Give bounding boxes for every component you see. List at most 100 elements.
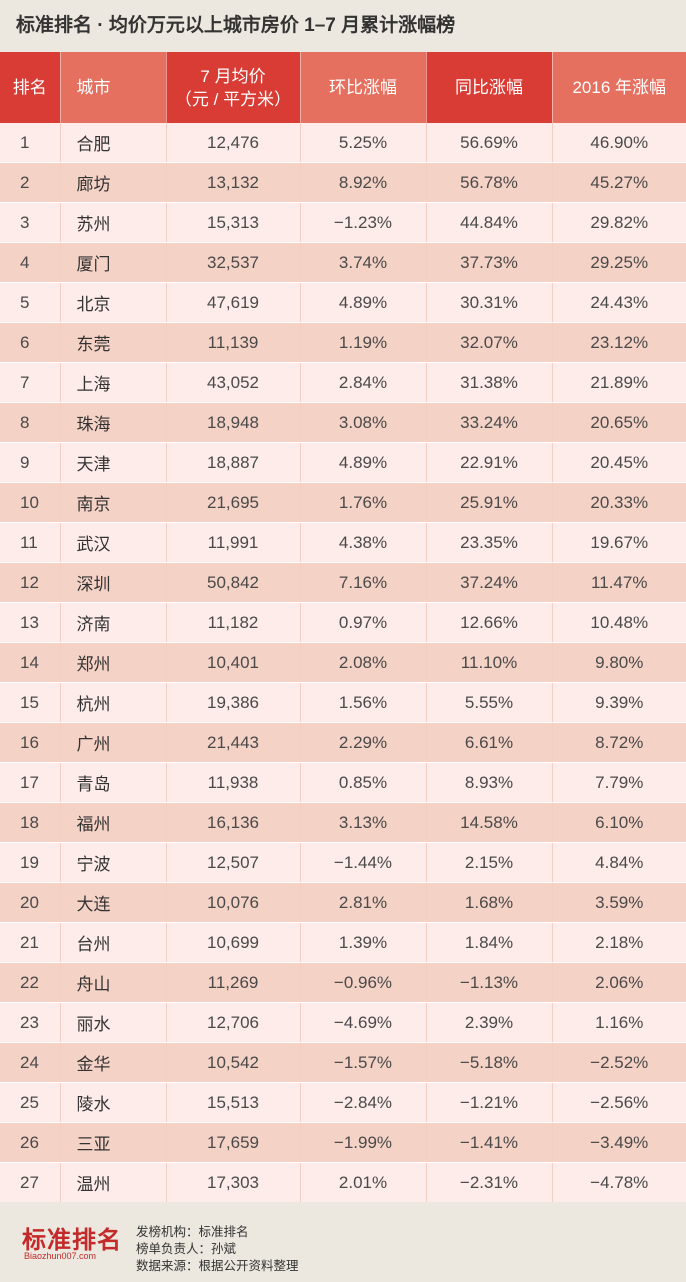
cell-yoy: 11.10%: [426, 642, 553, 683]
cell-price: 32,537: [166, 242, 301, 283]
cell-yoy: 6.61%: [426, 722, 553, 763]
cell-city: 宁波: [60, 842, 167, 883]
footer-editor: 榜单负责人：孙斌: [136, 1241, 237, 1256]
cell-price: 18,948: [166, 402, 301, 443]
cell-city: 厦门: [60, 242, 167, 283]
table-row: 23 丽水 12,706 −4.69% 2.39% 1.16%: [0, 1002, 686, 1043]
table-row: 24 金华 10,542 −1.57% −5.18% −2.52%: [0, 1042, 686, 1083]
footer-source: 数据来源：根据公开资料整理: [136, 1258, 299, 1273]
table-row: 18 福州 16,136 3.13% 14.58% 6.10%: [0, 802, 686, 843]
cell-ytd: 20.33%: [552, 482, 686, 523]
cell-price: 21,695: [166, 482, 301, 523]
cell-yoy: 14.58%: [426, 802, 553, 843]
table-row: 19 宁波 12,507 −1.44% 2.15% 4.84%: [0, 842, 686, 883]
cell-yoy: 37.73%: [426, 242, 553, 283]
logo-url: Biaozhun007.com: [24, 1251, 97, 1261]
cell-rank: 10: [0, 482, 61, 523]
header-rank: 排名: [0, 52, 61, 123]
cell-mom: 7.16%: [300, 562, 427, 603]
table-row: 7 上海 43,052 2.84% 31.38% 21.89%: [0, 362, 686, 403]
table-row: 16 广州 21,443 2.29% 6.61% 8.72%: [0, 722, 686, 763]
cell-price: 16,136: [166, 802, 301, 843]
cell-rank: 9: [0, 442, 61, 483]
table-row: 13 济南 11,182 0.97% 12.66% 10.48%: [0, 602, 686, 643]
cell-rank: 4: [0, 242, 61, 283]
logo: 标准排名 Biaozhun007.com: [22, 1220, 122, 1270]
cell-rank: 25: [0, 1082, 61, 1123]
cell-price: 10,401: [166, 642, 301, 683]
cell-price: 11,991: [166, 522, 301, 563]
cell-ytd: 23.12%: [552, 322, 686, 363]
cell-rank: 12: [0, 562, 61, 603]
cell-city: 廊坊: [60, 162, 167, 203]
cell-rank: 22: [0, 962, 61, 1003]
cell-city: 舟山: [60, 962, 167, 1003]
cell-rank: 8: [0, 402, 61, 443]
cell-city: 苏州: [60, 202, 167, 243]
table-row: 25 陵水 15,513 −2.84% −1.21% −2.56%: [0, 1082, 686, 1123]
cell-price: 43,052: [166, 362, 301, 403]
cell-mom: −4.69%: [300, 1002, 427, 1043]
cell-mom: 2.01%: [300, 1162, 427, 1203]
cell-city: 合肥: [60, 123, 167, 163]
cell-rank: 3: [0, 202, 61, 243]
cell-price: 10,699: [166, 922, 301, 963]
cell-yoy: 22.91%: [426, 442, 553, 483]
cell-mom: 1.39%: [300, 922, 427, 963]
cell-mom: 2.08%: [300, 642, 427, 683]
cell-rank: 16: [0, 722, 61, 763]
cell-mom: −1.99%: [300, 1122, 427, 1163]
cell-mom: 1.76%: [300, 482, 427, 523]
cell-mom: 0.97%: [300, 602, 427, 643]
cell-price: 18,887: [166, 442, 301, 483]
cell-rank: 23: [0, 1002, 61, 1043]
cell-yoy: 30.31%: [426, 282, 553, 323]
cell-yoy: 44.84%: [426, 202, 553, 243]
table-row: 6 东莞 11,139 1.19% 32.07% 23.12%: [0, 322, 686, 363]
header-price-label: 7 月均价: [200, 66, 266, 86]
header-ytd: 2016 年涨幅: [552, 52, 686, 123]
cell-ytd: 2.06%: [552, 962, 686, 1003]
cell-mom: 4.89%: [300, 442, 427, 483]
cell-ytd: 7.79%: [552, 762, 686, 803]
cell-ytd: −2.56%: [552, 1082, 686, 1123]
cell-city: 青岛: [60, 762, 167, 803]
table-row: 11 武汉 11,991 4.38% 23.35% 19.67%: [0, 522, 686, 563]
cell-yoy: 23.35%: [426, 522, 553, 563]
cell-ytd: 9.80%: [552, 642, 686, 683]
cell-city: 金华: [60, 1042, 167, 1083]
cell-yoy: 2.39%: [426, 1002, 553, 1043]
cell-mom: −0.96%: [300, 962, 427, 1003]
cell-yoy: −5.18%: [426, 1042, 553, 1083]
table-row: 27 温州 17,303 2.01% −2.31% −4.78%: [0, 1162, 686, 1203]
cell-price: 10,076: [166, 882, 301, 923]
cell-mom: −1.44%: [300, 842, 427, 883]
cell-yoy: 37.24%: [426, 562, 553, 603]
cell-price: 21,443: [166, 722, 301, 763]
header-mom-label: 环比涨幅: [329, 78, 397, 97]
cell-ytd: 6.10%: [552, 802, 686, 843]
cell-ytd: 19.67%: [552, 522, 686, 563]
cell-yoy: 25.91%: [426, 482, 553, 523]
cell-city: 郑州: [60, 642, 167, 683]
cell-city: 台州: [60, 922, 167, 963]
cell-yoy: 33.24%: [426, 402, 553, 443]
cell-mom: 3.74%: [300, 242, 427, 283]
table-row: 8 珠海 18,948 3.08% 33.24% 20.65%: [0, 402, 686, 443]
cell-rank: 24: [0, 1042, 61, 1083]
cell-city: 济南: [60, 602, 167, 643]
footer-info: 发榜机构：标准排名 榜单负责人：孙斌 数据来源：根据公开资料整理: [136, 1223, 299, 1274]
cell-ytd: 2.18%: [552, 922, 686, 963]
cell-ytd: 29.25%: [552, 242, 686, 283]
header-rank-label: 排名: [12, 78, 47, 97]
cell-yoy: 1.84%: [426, 922, 553, 963]
cell-city: 南京: [60, 482, 167, 523]
cell-yoy: 12.66%: [426, 602, 553, 643]
cell-rank: 20: [0, 882, 61, 923]
cell-ytd: −2.52%: [552, 1042, 686, 1083]
cell-ytd: 20.45%: [552, 442, 686, 483]
cell-rank: 18: [0, 802, 61, 843]
cell-yoy: 5.55%: [426, 682, 553, 723]
cell-rank: 19: [0, 842, 61, 883]
cell-yoy: −1.21%: [426, 1082, 553, 1123]
